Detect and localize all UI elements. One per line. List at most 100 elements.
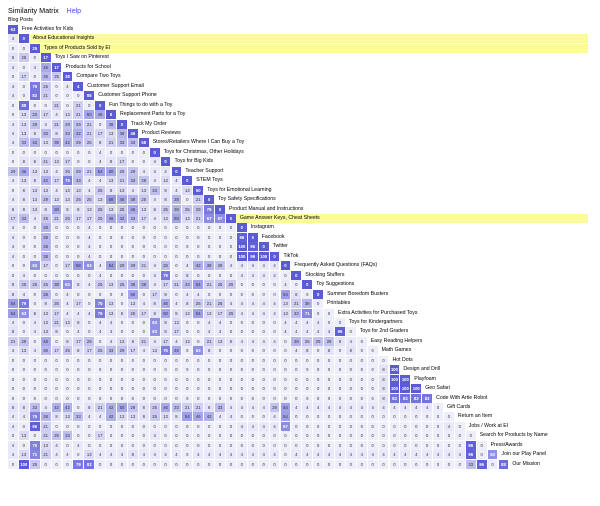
matrix-cell[interactable]: 0 (258, 280, 269, 290)
matrix-cell[interactable]: 0 (226, 431, 236, 441)
matrix-cell[interactable]: 0 (127, 232, 138, 242)
matrix-cell-diagonal[interactable]: 0 (226, 214, 236, 223)
matrix-cell[interactable]: 4 (29, 62, 40, 72)
matrix-cell[interactable]: 4 (226, 261, 236, 271)
blog-post-label[interactable]: Geo Safari (425, 385, 450, 392)
matrix-cell[interactable]: 4 (258, 336, 269, 346)
matrix-cell[interactable]: 0 (117, 393, 127, 403)
matrix-cell[interactable]: 0 (18, 374, 29, 384)
matrix-cell[interactable]: 4 (8, 138, 18, 148)
matrix-cell[interactable]: 0 (411, 440, 422, 450)
matrix-cell[interactable]: 4 (8, 346, 18, 356)
matrix-cell[interactable]: 0 (73, 242, 84, 252)
matrix-cell[interactable]: 13 (182, 214, 193, 223)
blog-post-label[interactable]: Instagram (250, 224, 274, 231)
matrix-cell[interactable]: 25 (62, 166, 73, 176)
matrix-cell[interactable]: 0 (117, 270, 127, 280)
matrix-cell[interactable]: 0 (269, 431, 280, 441)
matrix-cell[interactable]: 0 (444, 431, 454, 441)
matrix-cell-diagonal[interactable]: 88 (84, 91, 95, 101)
matrix-cell[interactable]: 29 (215, 261, 225, 271)
matrix-cell[interactable]: 8 (226, 336, 236, 346)
matrix-cell[interactable]: 0 (476, 440, 487, 450)
matrix-cell[interactable]: 0 (95, 119, 106, 129)
matrix-cell[interactable]: 0 (62, 232, 73, 242)
matrix-cell[interactable]: 0 (226, 393, 236, 403)
matrix-cell[interactable]: 0 (389, 431, 400, 441)
matrix-cell[interactable]: 79 (73, 459, 84, 469)
matrix-cell[interactable]: 0 (84, 393, 95, 403)
matrix-cell[interactable]: 4 (8, 223, 18, 233)
matrix-cell[interactable]: 0 (313, 355, 324, 365)
matrix-cell-diagonal[interactable]: 0 (95, 100, 106, 110)
matrix-cell[interactable]: 0 (95, 393, 106, 403)
matrix-cell[interactable]: 0 (95, 355, 106, 365)
matrix-cell[interactable]: 25 (149, 403, 160, 412)
matrix-cell[interactable]: 0 (29, 365, 40, 375)
matrix-cell[interactable]: 4 (236, 261, 247, 271)
matrix-cell[interactable]: 8 (160, 185, 171, 195)
matrix-cell[interactable]: 0 (226, 251, 236, 261)
matrix-cell[interactable]: 8 (62, 336, 73, 346)
matrix-cell[interactable]: 0 (313, 365, 324, 375)
matrix-cell[interactable]: 4 (258, 403, 269, 412)
matrix-cell[interactable]: 58 (106, 195, 116, 205)
matrix-cell[interactable]: 13 (127, 299, 138, 309)
matrix-cell[interactable]: 0 (29, 431, 40, 441)
matrix-cell[interactable]: 0 (73, 355, 84, 365)
matrix-cell[interactable]: 4 (8, 119, 18, 129)
matrix-cell[interactable]: 0 (313, 412, 324, 422)
matrix-cell[interactable]: 0 (454, 421, 465, 431)
matrix-cell[interactable]: 0 (291, 365, 302, 375)
matrix-cell[interactable]: 4 (149, 280, 160, 290)
matrix-cell[interactable]: 8 (149, 299, 160, 309)
matrix-cell[interactable]: 63 (193, 346, 204, 356)
matrix-cell[interactable]: 0 (18, 43, 29, 53)
matrix-cell[interactable]: 13 (62, 412, 73, 422)
matrix-cell[interactable]: 42 (62, 138, 73, 148)
matrix-cell[interactable]: 4 (236, 403, 247, 412)
matrix-cell[interactable]: 13 (18, 119, 29, 129)
matrix-cell[interactable]: 8 (171, 412, 182, 422)
matrix-cell[interactable]: 13 (171, 317, 182, 327)
blog-post-label[interactable]: Stocking Stuffers (305, 271, 345, 278)
matrix-cell[interactable]: 0 (51, 81, 62, 91)
matrix-cell[interactable]: 0 (247, 317, 258, 327)
matrix-cell[interactable]: 0 (313, 374, 324, 384)
matrix-cell[interactable]: 0 (29, 289, 40, 299)
matrix-cell-diagonal[interactable]: 0 (182, 176, 193, 186)
blog-post-label[interactable]: Product Reviews (141, 129, 181, 136)
matrix-cell[interactable]: 0 (324, 365, 334, 375)
matrix-cell[interactable]: 0 (171, 261, 182, 271)
matrix-cell[interactable]: 4 (269, 261, 280, 271)
matrix-cell[interactable]: 8 (62, 204, 73, 214)
matrix-cell[interactable]: 17 (8, 214, 18, 223)
matrix-cell[interactable]: 33 (29, 110, 40, 120)
matrix-cell[interactable]: 4 (51, 440, 62, 450)
matrix-cell[interactable]: 25 (302, 336, 313, 346)
matrix-cell[interactable]: 0 (302, 365, 313, 375)
matrix-cell[interactable]: 4 (247, 336, 258, 346)
matrix-cell[interactable]: 0 (226, 365, 236, 375)
matrix-cell[interactable]: 4 (226, 412, 236, 422)
matrix-cell[interactable]: 4 (335, 403, 345, 412)
matrix-cell[interactable]: 33 (18, 214, 29, 223)
matrix-cell[interactable]: 0 (313, 393, 324, 403)
matrix-cell[interactable]: 0 (236, 431, 247, 441)
matrix-cell[interactable]: 0 (269, 384, 280, 394)
matrix-cell[interactable]: 0 (51, 421, 62, 431)
matrix-cell[interactable]: 0 (204, 242, 215, 252)
matrix-cell[interactable]: 29 (117, 261, 127, 271)
matrix-cell[interactable]: 13 (127, 412, 138, 422)
matrix-cell[interactable]: 0 (236, 280, 247, 290)
matrix-cell[interactable]: 0 (258, 346, 269, 356)
matrix-cell[interactable]: 0 (117, 440, 127, 450)
matrix-cell[interactable]: 0 (29, 374, 40, 384)
matrix-cell[interactable]: 0 (193, 242, 204, 252)
matrix-cell[interactable]: 0 (291, 412, 302, 422)
matrix-cell[interactable]: 21 (204, 299, 215, 309)
matrix-cell[interactable]: 0 (258, 384, 269, 394)
matrix-cell[interactable]: 25 (182, 204, 193, 214)
blog-post-label[interactable]: Frequently Asked Questions (FAQs) (294, 262, 378, 269)
matrix-cell[interactable]: 4 (62, 299, 73, 309)
